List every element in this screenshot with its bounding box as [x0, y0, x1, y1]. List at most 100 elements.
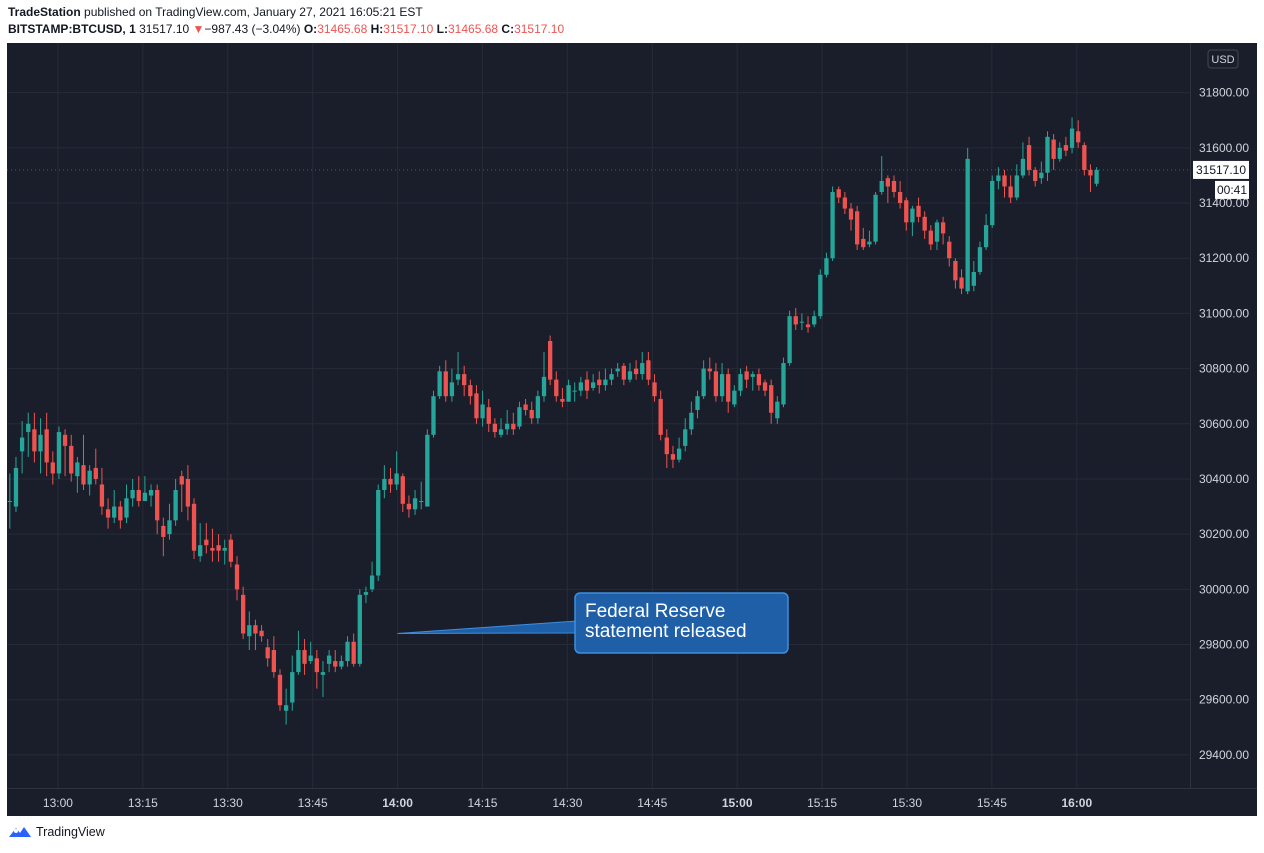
candle-body — [462, 374, 467, 386]
candle-body — [904, 200, 909, 223]
candle-body — [437, 371, 442, 397]
y-tick-label: 30200.00 — [1199, 527, 1249, 541]
candle-body — [983, 225, 989, 248]
candle-body — [848, 208, 854, 220]
y-tick-label: 29800.00 — [1199, 638, 1249, 652]
candle-body — [296, 650, 301, 673]
candle-body — [916, 205, 921, 217]
candle-body — [523, 404, 528, 410]
x-tick-label: 13:00 — [43, 796, 73, 810]
candle-body — [689, 412, 694, 430]
candle-body — [112, 506, 117, 518]
x-tick-label: 14:00 — [382, 796, 413, 810]
candle-body — [658, 398, 663, 435]
candle-body — [474, 393, 479, 419]
candle-body — [590, 382, 596, 388]
candle-body — [959, 277, 964, 289]
candle-body — [695, 396, 700, 410]
candle-body — [124, 498, 129, 518]
candle-body — [713, 371, 719, 397]
candle-body — [750, 374, 755, 377]
x-tick-label: 13:45 — [298, 796, 328, 810]
candle-body — [805, 324, 811, 328]
candle-body — [793, 316, 798, 325]
candle-body — [603, 379, 608, 386]
candle-body — [738, 374, 743, 391]
close-value: 31517.10 — [514, 22, 565, 36]
candle-body — [560, 398, 565, 402]
candle-body — [578, 382, 583, 391]
candle-body — [781, 363, 786, 405]
y-tick-label: 31600.00 — [1199, 141, 1249, 155]
candle-body — [204, 539, 209, 546]
candle-body — [32, 429, 37, 452]
candle-body — [198, 545, 203, 557]
candle-body — [75, 462, 80, 477]
candle-body — [486, 407, 491, 424]
candle-body — [1026, 145, 1032, 170]
candle-body — [50, 462, 55, 474]
candle-body — [105, 509, 111, 518]
candle-body — [836, 189, 841, 198]
candle-body — [118, 506, 123, 521]
candle-body — [535, 396, 541, 419]
candle-body — [228, 539, 234, 562]
candle-body — [99, 484, 105, 507]
candle-body — [633, 368, 639, 375]
x-tick-label: 15:30 — [892, 796, 922, 810]
candle-body — [934, 222, 940, 242]
candle-body — [953, 260, 958, 281]
candle-body — [621, 365, 626, 380]
candle-body — [87, 470, 92, 485]
candle-body — [1002, 175, 1007, 187]
candle-body — [996, 175, 1001, 181]
candle-body — [799, 321, 805, 323]
y-tick-label: 30800.00 — [1199, 362, 1249, 376]
candle-body — [1076, 131, 1081, 143]
callout-box — [574, 592, 789, 654]
chart-pane[interactable]: 31800.00 31600.00 31400.00 31200.00 31000.00… — [7, 43, 1257, 816]
publisher-name: TradeStation — [8, 5, 81, 19]
candle-body — [271, 650, 276, 673]
y-tick-label: 29600.00 — [1199, 693, 1249, 707]
candle-body — [253, 625, 258, 634]
y-tick-label: 30600.00 — [1199, 417, 1249, 431]
candle-body — [26, 423, 31, 433]
y-tick-label: 31200.00 — [1199, 251, 1249, 265]
low-label: L: — [436, 22, 448, 36]
candle-body — [732, 390, 737, 405]
candle-body — [130, 490, 135, 499]
candle-body — [167, 520, 172, 535]
candle-body — [179, 476, 184, 485]
candle-body — [173, 490, 178, 521]
down-arrow-icon: ▼ — [192, 22, 205, 36]
candle-body — [652, 382, 657, 397]
candle-body — [615, 368, 620, 372]
candle-body — [283, 705, 289, 711]
candle-body — [498, 429, 504, 435]
candle-body — [357, 594, 362, 664]
candle-body — [1020, 158, 1026, 176]
candle-body — [468, 385, 473, 397]
candle-body — [818, 274, 823, 317]
x-tick-label: 13:30 — [213, 796, 243, 810]
candle-body — [1051, 139, 1056, 159]
candle-body — [744, 371, 749, 380]
candle-body — [222, 547, 227, 551]
callout-text-line1: Federal Reserve — [585, 601, 725, 622]
candle-body — [646, 360, 651, 380]
y-tick-label: 30400.00 — [1199, 472, 1249, 486]
tradingview-footer[interactable]: TradingView — [8, 825, 105, 839]
candle-body — [241, 594, 246, 634]
x-tick-label: 13:15 — [128, 796, 158, 810]
currency-badge: USD — [1207, 49, 1239, 69]
candle-body — [302, 650, 307, 664]
candle-body — [824, 258, 829, 275]
candle-body — [443, 371, 448, 397]
candle-body — [13, 467, 19, 507]
candle-body — [216, 545, 221, 551]
candle-body — [910, 208, 915, 223]
candle-body — [38, 434, 43, 452]
candlestick-chart[interactable]: 31800.00 31600.00 31400.00 31200.00 31000.00… — [7, 43, 1257, 816]
high-value: 31517.10 — [383, 22, 434, 36]
